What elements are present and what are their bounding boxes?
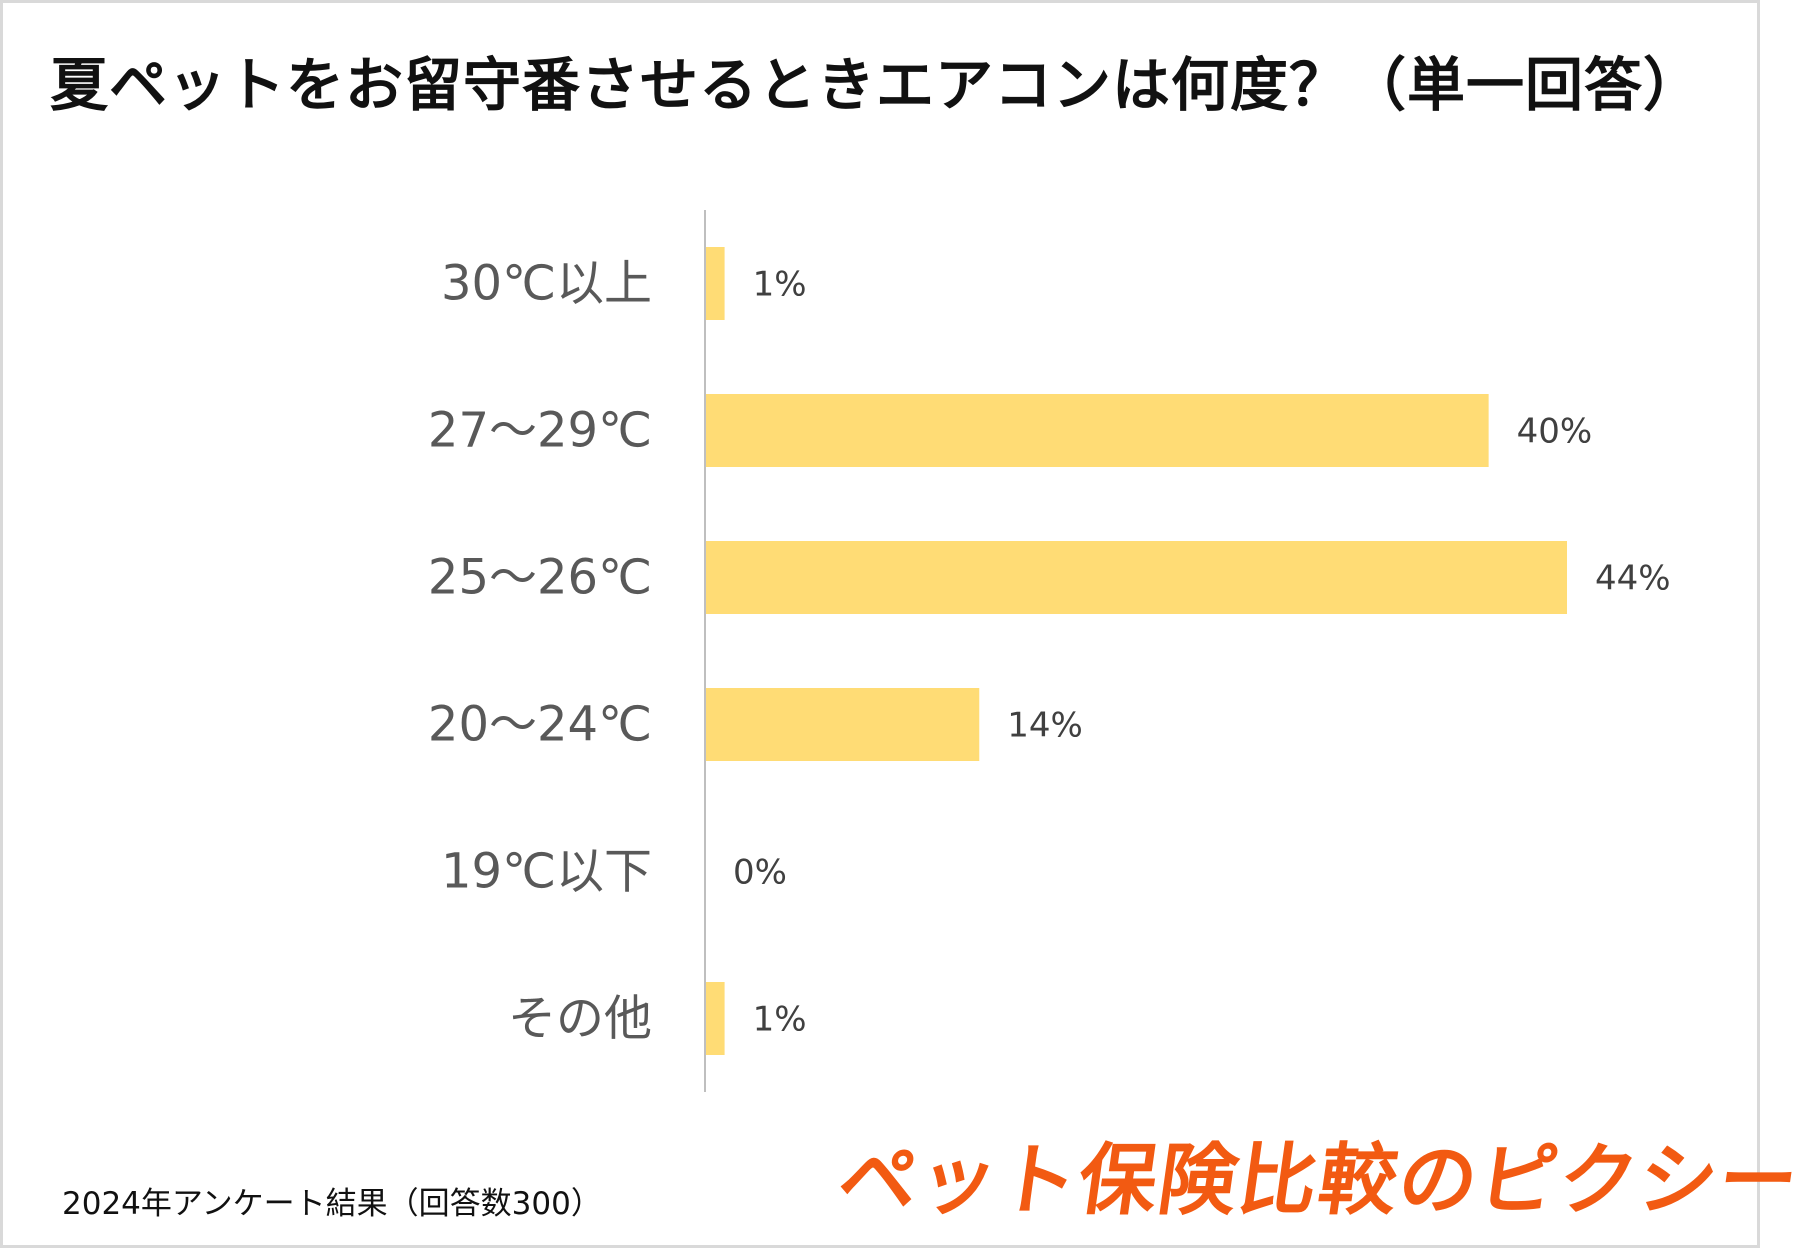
category-label-3: 20～24℃ — [428, 697, 652, 753]
category-label-0: 30℃以上 — [441, 256, 652, 312]
bar-2 — [705, 541, 1567, 614]
value-label-5: 1% — [753, 1000, 807, 1040]
bar-5 — [705, 982, 725, 1055]
value-label-2: 44% — [1595, 559, 1671, 599]
value-labels: 1% 40% 44% 14% 0% 1% — [733, 265, 1671, 1040]
chart-title: 夏ペットをお留守番させるときエアコンは何度？（単一回答） — [50, 51, 1703, 119]
value-label-3: 14% — [1007, 706, 1083, 746]
bar-3 — [705, 688, 980, 761]
category-label-4: 19℃以下 — [441, 844, 652, 900]
value-label-1: 40% — [1517, 412, 1593, 452]
category-label-1: 27～29℃ — [428, 403, 652, 459]
brand-logo-text: ペット保険比較のピクシー — [832, 1136, 1806, 1226]
category-label-5: その他 — [508, 991, 652, 1047]
value-label-4: 0% — [733, 853, 787, 893]
chart-frame — [0, 0, 1760, 1248]
value-label-0: 1% — [753, 265, 807, 305]
bars-group — [705, 247, 1567, 1055]
bar-1 — [705, 394, 1489, 467]
survey-footnote: 2024年アンケート結果（回答数300） — [62, 1186, 602, 1222]
bar-0 — [705, 247, 725, 320]
category-label-2: 25～26℃ — [428, 550, 652, 606]
